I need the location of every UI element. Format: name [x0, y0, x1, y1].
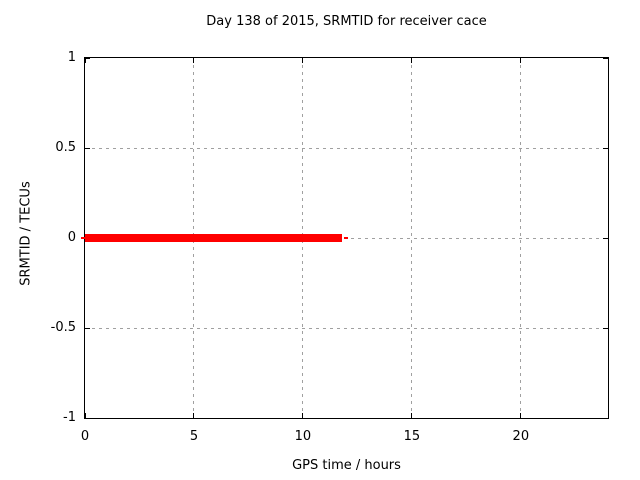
series-line-segment	[343, 237, 348, 239]
series-line-segment	[85, 234, 343, 242]
y-tick-label: -0.5	[50, 320, 76, 335]
x-tick-mark	[302, 413, 304, 418]
x-axis-label: GPS time / hours	[292, 458, 401, 473]
y-tick-label: -1	[63, 410, 76, 425]
x-tick-mark	[84, 58, 86, 63]
x-tick-mark	[84, 413, 86, 418]
x-tick-label: 0	[80, 429, 90, 444]
plot-area	[80, 57, 609, 419]
y-tick-label: 1	[67, 50, 76, 65]
x-tick-mark	[302, 58, 304, 63]
x-tick-label: 10	[294, 429, 312, 444]
x-tick-mark	[193, 58, 195, 63]
series-line-segment	[80, 237, 85, 239]
y-tick-mark	[603, 237, 608, 239]
y-tick-label: 0.5	[55, 140, 76, 155]
y-tick-mark	[603, 327, 608, 329]
y-tick-mark	[85, 327, 90, 329]
y-tick-mark	[603, 417, 608, 419]
x-tick-label: 20	[512, 429, 530, 444]
chart-title: Day 138 of 2015, SRMTID for receiver cac…	[206, 14, 487, 29]
y-tick-mark	[603, 147, 608, 149]
y-tick-mark	[85, 147, 90, 149]
x-tick-mark	[193, 413, 195, 418]
x-tick-mark	[520, 413, 522, 418]
y-tick-label: 0	[67, 230, 76, 245]
x-tick-label: 15	[403, 429, 421, 444]
y-tick-mark	[85, 417, 90, 419]
x-tick-label: 5	[189, 429, 199, 444]
x-tick-mark	[411, 58, 413, 63]
h-gridline	[85, 327, 608, 329]
y-tick-mark	[85, 57, 90, 59]
y-tick-mark	[603, 57, 608, 59]
x-tick-mark	[411, 413, 413, 418]
h-gridline	[85, 147, 608, 149]
x-tick-mark	[520, 58, 522, 63]
